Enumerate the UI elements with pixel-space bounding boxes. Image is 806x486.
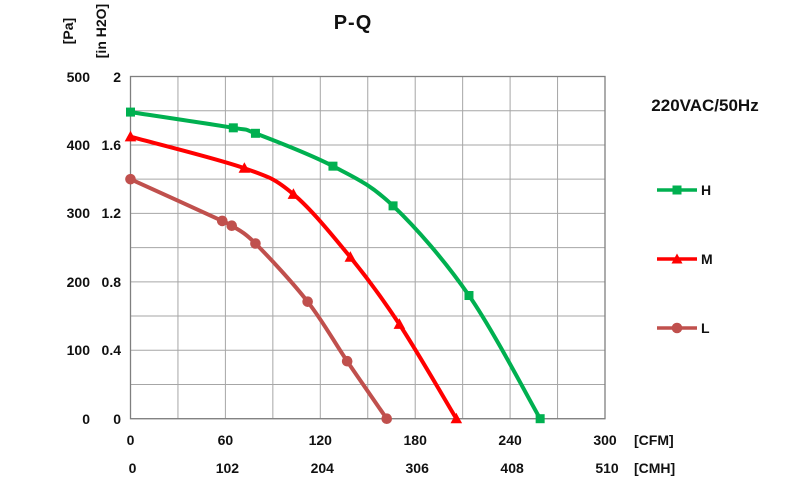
- x-tick-cfm: 300: [593, 432, 617, 448]
- legend-square: [672, 185, 682, 195]
- y-tick-inh2o: 0.4: [101, 342, 121, 359]
- series-marker-H: [250, 128, 260, 138]
- x-tick-cmh: 408: [500, 460, 524, 476]
- x-tick-cmh: 102: [215, 460, 240, 476]
- y-tick-inh2o: 1.2: [101, 205, 121, 222]
- y-tick-pa: 0: [82, 410, 90, 427]
- series-line-H: [128, 110, 543, 421]
- series-marker-H: [126, 107, 135, 117]
- chart-title: P-Q: [333, 12, 373, 34]
- y-tick-pa: 100: [66, 342, 90, 359]
- series-marker-M: [238, 162, 251, 173]
- series-marker-H: [228, 123, 238, 133]
- x-tick-cfm: 0: [126, 432, 135, 448]
- series-marker-M: [450, 412, 463, 424]
- series-marker-H: [328, 161, 338, 171]
- legend-item-H: H: [656, 180, 711, 200]
- series-marker-L: [302, 296, 313, 307]
- series-line-L: [128, 177, 389, 421]
- series-marker-M: [344, 251, 357, 262]
- y-tick-pa: 500: [66, 68, 90, 85]
- series-marker-H: [388, 201, 398, 211]
- legend-marker-square-icon: [657, 185, 697, 195]
- y-tick-inh2o: 0: [113, 410, 121, 427]
- y-tick-pa: 400: [66, 136, 90, 153]
- x-tick-cmh: 306: [405, 460, 429, 476]
- series-marker-L: [381, 413, 393, 425]
- y-tick-pa: 300: [66, 205, 90, 222]
- x-tick-cmh: 0: [128, 460, 137, 476]
- series-line-M: [128, 134, 459, 421]
- legend-item-M: M: [656, 249, 713, 269]
- legend-item-L: L: [656, 318, 710, 338]
- x-tick-cfm: 240: [498, 432, 522, 448]
- y-tick-inh2o: 2: [113, 68, 121, 85]
- series-marker-L: [341, 355, 353, 367]
- series-marker-M: [124, 130, 137, 142]
- y-tick-inh2o: 1.6: [101, 136, 121, 153]
- legend-marker-triangle-icon: [657, 253, 697, 264]
- legend-label-L: L: [701, 320, 710, 336]
- x-tick-cfm: 180: [403, 432, 427, 448]
- x-tick-cfm: 60: [217, 432, 234, 448]
- legend-label-H: H: [701, 182, 712, 198]
- x-axis-unit-cfm: [CFM]: [634, 432, 674, 448]
- legend-marker-circle-icon: [657, 322, 697, 334]
- y-tick-inh2o: 0.8: [101, 273, 121, 290]
- y-tick-pa: 200: [66, 273, 90, 290]
- series-marker-L: [125, 173, 136, 185]
- series-marker-H: [464, 291, 474, 301]
- x-tick-cmh: 204: [310, 460, 334, 476]
- plot-border: [129, 75, 606, 420]
- series-marker-L: [226, 220, 238, 231]
- x-tick-cmh: 510: [595, 460, 619, 476]
- series-marker-H: [535, 414, 545, 424]
- legend-circle: [671, 322, 683, 334]
- legend-label-M: M: [701, 251, 713, 267]
- series-marker-M: [393, 318, 406, 329]
- series-marker-M: [287, 188, 300, 199]
- series-marker-L: [216, 215, 228, 227]
- x-axis-unit-cmh: [CMH]: [634, 460, 676, 476]
- x-tick-cfm: 120: [308, 432, 332, 448]
- series-marker-L: [250, 238, 261, 249]
- voltage-frequency-label: 220VAC/50Hz: [651, 96, 759, 115]
- legend-triangle: [671, 253, 683, 264]
